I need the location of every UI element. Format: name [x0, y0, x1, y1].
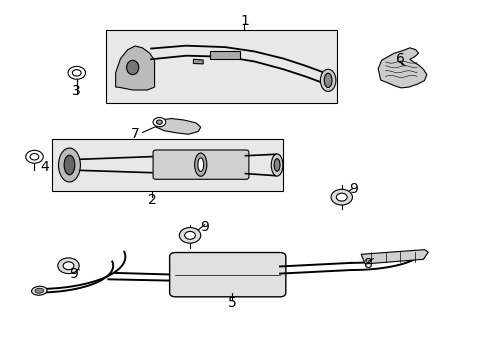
Ellipse shape — [194, 153, 206, 176]
Ellipse shape — [126, 60, 139, 75]
Text: 5: 5 — [227, 296, 236, 310]
Text: 9: 9 — [69, 267, 78, 280]
Circle shape — [63, 262, 74, 270]
Polygon shape — [193, 59, 203, 64]
Circle shape — [156, 120, 162, 124]
FancyBboxPatch shape — [153, 150, 248, 179]
Ellipse shape — [35, 288, 43, 293]
Text: 4: 4 — [41, 161, 49, 175]
Text: 6: 6 — [395, 51, 404, 66]
Text: 1: 1 — [240, 14, 248, 28]
Circle shape — [330, 189, 352, 205]
Text: 9: 9 — [349, 182, 358, 196]
FancyBboxPatch shape — [210, 51, 239, 59]
Circle shape — [72, 69, 81, 76]
Polygon shape — [116, 46, 154, 90]
Polygon shape — [361, 249, 427, 264]
Text: 8: 8 — [363, 257, 372, 271]
Ellipse shape — [59, 148, 80, 182]
Polygon shape — [154, 118, 201, 134]
Bar — [106, 30, 336, 103]
Ellipse shape — [320, 69, 335, 91]
Circle shape — [68, 66, 85, 79]
Circle shape — [336, 193, 346, 201]
Polygon shape — [377, 48, 426, 88]
Circle shape — [58, 258, 79, 274]
Bar — [52, 139, 283, 192]
FancyBboxPatch shape — [169, 252, 285, 297]
Text: 7: 7 — [130, 127, 139, 141]
Circle shape — [30, 154, 39, 160]
Circle shape — [179, 228, 201, 243]
Text: 2: 2 — [147, 193, 156, 207]
Circle shape — [184, 231, 195, 239]
Ellipse shape — [274, 159, 280, 171]
Ellipse shape — [32, 286, 47, 295]
Text: 3: 3 — [72, 84, 81, 98]
Ellipse shape — [198, 158, 203, 171]
Circle shape — [26, 150, 43, 163]
Ellipse shape — [64, 155, 75, 175]
Ellipse shape — [324, 73, 331, 87]
Text: 9: 9 — [200, 220, 209, 234]
Circle shape — [153, 117, 165, 127]
Ellipse shape — [271, 154, 283, 176]
